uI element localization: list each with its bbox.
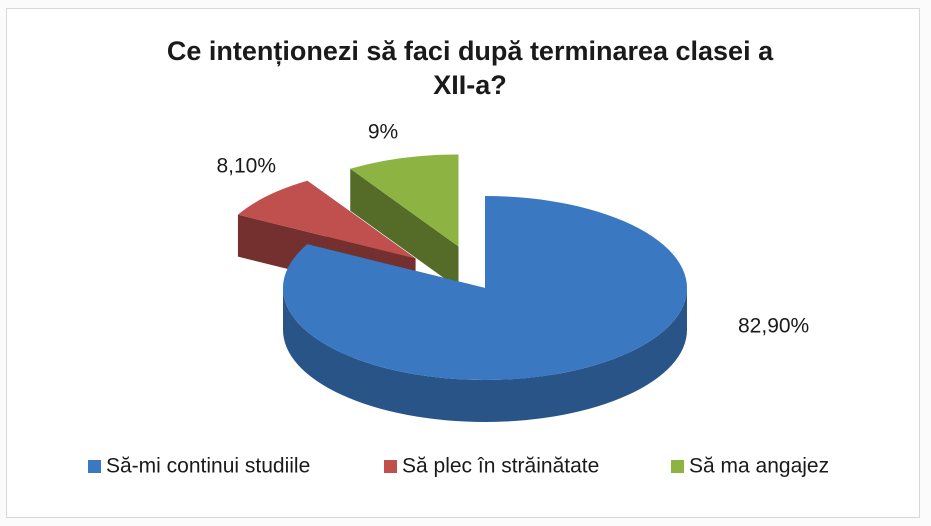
pie-slice <box>237 180 416 259</box>
pie-slice <box>282 196 687 381</box>
legend-label: Să plec în străinătate <box>402 455 599 478</box>
data-label: 8,10% <box>216 155 276 178</box>
legend-swatch <box>671 460 684 473</box>
slice-edge <box>350 168 459 289</box>
legend-label: Să ma angajez <box>689 455 829 478</box>
legend-swatch <box>88 460 101 473</box>
slice-side <box>283 288 687 422</box>
legend-swatch <box>384 460 397 473</box>
chart-frame <box>6 8 920 518</box>
chart-title: Ce intenționezi să faci după terminarea … <box>166 36 774 100</box>
data-label: 9% <box>368 121 398 144</box>
data-label: 82,90% <box>738 315 809 338</box>
legend-label: Să-mi continui studiile <box>106 455 310 478</box>
pie-slice <box>350 154 459 247</box>
